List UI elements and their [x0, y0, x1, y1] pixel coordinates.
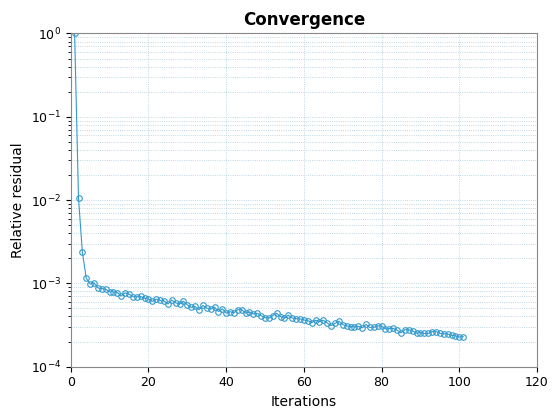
X-axis label: Iterations: Iterations: [271, 395, 337, 409]
Title: Convergence: Convergence: [242, 11, 365, 29]
Y-axis label: Relative residual: Relative residual: [11, 142, 25, 258]
